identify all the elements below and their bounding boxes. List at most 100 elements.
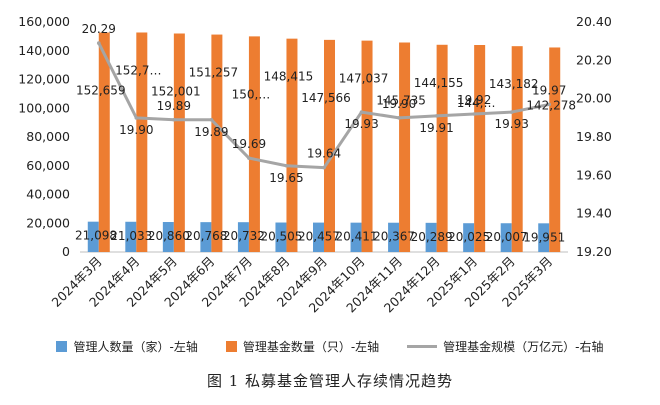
legend-swatch-scale (407, 345, 438, 348)
line-point (547, 102, 552, 107)
label-managers: 20,367 (373, 230, 415, 244)
left-tick-label: 100,000 (18, 100, 70, 115)
data-labels: 21,098 152,659 20.29 21,033 152,7… 19.90 20,86… (75, 22, 576, 244)
bar-funds (399, 42, 411, 252)
bar-managers (200, 222, 212, 252)
bar-funds (173, 33, 185, 252)
bar-managers (125, 221, 137, 252)
line-point (172, 117, 176, 122)
line-point (322, 165, 326, 170)
bar-managers (388, 222, 400, 252)
label-funds: 147,566 (301, 91, 351, 105)
figure-caption: 图 1 私募基金管理人存续情况趋势 (206, 372, 454, 390)
bar-managers (500, 223, 512, 252)
line-point (134, 116, 139, 120)
bar-managers (237, 222, 249, 252)
right-tick-label: 19.80 (576, 129, 612, 144)
label-scale: 19.90 (382, 97, 416, 111)
line-point (434, 114, 439, 118)
left-tick-label: 0 (62, 244, 70, 259)
label-managers: 20,768 (185, 229, 227, 243)
right-tick-label: 20.40 (576, 14, 612, 29)
left-tick-label: 60,000 (26, 158, 70, 173)
label-scale: 19.93 (495, 117, 529, 131)
label-funds: 143,182 (489, 77, 539, 91)
label-funds: 152,659 (76, 84, 126, 98)
left-tick-label: 20,000 (26, 215, 70, 230)
label-managers: 20,289 (411, 230, 453, 244)
label-funds: 152,001 (151, 84, 201, 98)
legend-swatch-funds (225, 341, 237, 352)
label-scale: 19.89 (194, 125, 228, 139)
label-managers: 20,505 (260, 230, 302, 244)
legend: 管理人数量（家）-左轴 管理基金数量（只）-左轴 管理基金规模（万亿元）-右轴 (0, 338, 660, 355)
chart: 0 20,000 40,000 60,000 80,000 100,000 120,000 1… (18, 14, 612, 316)
label-scale: 19.90 (119, 123, 153, 137)
line-point (397, 116, 401, 120)
label-managers: 20,457 (298, 230, 340, 244)
bar-funds (98, 32, 110, 252)
right-tick-label: 19.20 (576, 244, 612, 259)
bar-funds (136, 32, 148, 253)
label-funds: 148,415 (264, 70, 314, 84)
bar-managers (87, 221, 99, 252)
bar-managers (350, 222, 362, 252)
label-funds: 152,7… (115, 63, 161, 77)
label-scale: 19.89 (157, 99, 191, 113)
bar-managers (425, 222, 437, 252)
label-managers: 19,951 (523, 230, 565, 244)
label-scale: 20.29 (82, 22, 116, 36)
label-funds: 142,278 (526, 98, 576, 112)
bars (87, 32, 561, 253)
label-managers: 21,098 (75, 229, 117, 243)
label-scale: 19.69 (232, 137, 266, 151)
label-funds: 145,735 (376, 94, 426, 108)
label-funds: 151,257 (189, 66, 239, 80)
bar-funds (324, 39, 335, 253)
bar-managers (463, 223, 475, 252)
left-tick-label: 160,000 (18, 14, 70, 29)
label-funds: 150,… (232, 87, 271, 101)
label-scale: 19.91 (419, 121, 453, 135)
label-scale: 19.97 (532, 83, 566, 97)
right-tick-label: 20.00 (576, 91, 612, 106)
legend-swatch-managers (56, 341, 68, 352)
right-axis-ticks: 19.20 19.40 19.60 19.80 20.00 20.20 20.40 (576, 14, 612, 259)
label-managers: 20,411 (336, 230, 378, 244)
bar-funds (549, 47, 561, 253)
legend-label-managers: 管理人数量（家）-左轴 (73, 340, 198, 354)
label-funds: 147,037 (339, 72, 389, 86)
x-axis-ticks: 2024年3月2024年4月2024年5月2024年6月2024年7月2024年… (48, 254, 555, 316)
label-scale: 19.92 (457, 93, 491, 107)
right-tick-label: 19.60 (576, 167, 612, 182)
line-point (509, 110, 514, 114)
left-axis-ticks: 0 20,000 40,000 60,000 80,000 100,000 120,000 1… (18, 14, 70, 259)
bar-funds (286, 38, 298, 252)
line-point (209, 117, 214, 122)
label-scale: 19.64 (307, 147, 341, 161)
line-point (472, 112, 476, 116)
bar-managers (162, 222, 174, 252)
label-managers: 20,007 (486, 230, 528, 244)
line-point (247, 156, 251, 160)
legend-label-scale: 管理基金规模（万亿元）-右轴 (443, 340, 604, 354)
label-scale: 19.93 (344, 117, 378, 131)
bar-funds (474, 45, 486, 252)
label-managers: 20,732 (223, 229, 265, 243)
label-funds: 144,155 (414, 76, 464, 90)
left-tick-label: 80,000 (26, 129, 70, 144)
line-point (96, 41, 101, 45)
bar-funds (211, 34, 223, 253)
scale-line (96, 41, 552, 170)
line-point (284, 163, 289, 168)
label-managers: 20,025 (448, 230, 490, 244)
legend-item-managers: 管理人数量（家）-左轴 (56, 338, 198, 355)
bar-managers (313, 222, 324, 252)
label-scale: 19.65 (269, 171, 303, 185)
line-point (359, 110, 364, 114)
label-managers: 20,860 (148, 229, 190, 243)
right-tick-label: 19.40 (576, 206, 612, 221)
bar-funds (511, 46, 523, 253)
right-tick-label: 20.20 (576, 52, 612, 67)
left-tick-label: 40,000 (26, 187, 70, 202)
